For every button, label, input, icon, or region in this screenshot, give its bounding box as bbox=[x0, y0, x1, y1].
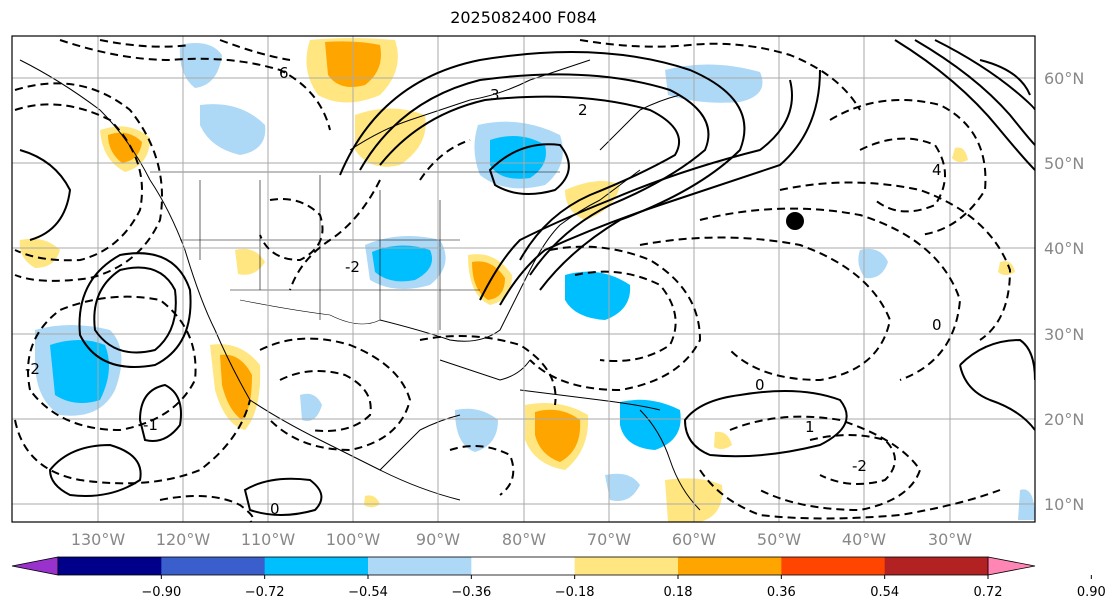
contour-label: -2 bbox=[345, 258, 360, 276]
colorbar-max-arrow bbox=[987, 556, 1036, 576]
lon-label: 90°W bbox=[416, 530, 460, 549]
contour-label: 0 bbox=[932, 316, 942, 334]
map-title: 2025082400 F084 bbox=[450, 8, 597, 27]
contour-labels: 6 3 2 4 0 -2 1 -1 0 0 -2 -2 bbox=[25, 64, 942, 518]
lon-label: 110°W bbox=[241, 530, 296, 549]
lon-label: 100°W bbox=[326, 530, 381, 549]
contour-label: -2 bbox=[25, 360, 40, 378]
map-layers: 6 3 2 4 0 -2 1 -1 0 0 -2 -2 bbox=[12, 36, 1035, 522]
colorbar-min-arrow bbox=[11, 556, 59, 576]
colorbar-segment bbox=[58, 557, 162, 575]
colorbar-frame bbox=[57, 556, 989, 576]
contour-label: 1 bbox=[805, 418, 815, 436]
colorbar-segment bbox=[884, 557, 989, 575]
latitude-labels: 60°N 50°N 40°N 30°N 20°N 10°N bbox=[1044, 69, 1084, 514]
longitude-labels: 130°W 120°W 110°W 100°W 90°W 80°W 70°W 6… bbox=[71, 530, 972, 549]
colorbar-tick-label: 0.90 bbox=[1077, 585, 1105, 600]
colorbar-segment bbox=[574, 557, 679, 575]
contour-label: 6 bbox=[279, 64, 289, 82]
colorbar-segment bbox=[264, 557, 369, 575]
lon-label: 40°W bbox=[842, 530, 886, 549]
colorbar-tick-label: 0.54 bbox=[870, 585, 899, 600]
lat-label: 30°N bbox=[1044, 325, 1084, 344]
negative-contours bbox=[14, 39, 1012, 522]
contour-label: -1 bbox=[143, 416, 158, 434]
lat-label: 20°N bbox=[1044, 410, 1084, 429]
lon-label: 60°W bbox=[672, 530, 716, 549]
colorbar-tick-label: −0.36 bbox=[451, 585, 491, 600]
contour-label: -2 bbox=[852, 457, 867, 475]
colorbar-segment bbox=[161, 557, 266, 575]
lon-label: 50°W bbox=[757, 530, 801, 549]
colorbar-tick-label: −0.18 bbox=[555, 585, 595, 600]
colorbar-tick-label: −0.72 bbox=[245, 585, 285, 600]
colorbar-tick-label: −0.90 bbox=[141, 585, 181, 600]
lat-label: 10°N bbox=[1044, 495, 1084, 514]
contour-label: 0 bbox=[755, 376, 765, 394]
colorbar-tick-label: −0.54 bbox=[348, 585, 388, 600]
lat-label: 50°N bbox=[1044, 154, 1084, 173]
colorbar-segment bbox=[678, 557, 782, 575]
colorbar-tick-label: 0.36 bbox=[767, 585, 796, 600]
storm-marker bbox=[786, 212, 804, 230]
lat-label: 60°N bbox=[1044, 69, 1084, 88]
colorbar-tick-label: 0.72 bbox=[974, 585, 1003, 600]
map-frame bbox=[11, 35, 1036, 523]
lon-label: 120°W bbox=[156, 530, 211, 549]
colorbar: −0.90 −0.72 −0.54 −0.36 −0.18 0.18 0.36 0.54 0.7… bbox=[11, 556, 1105, 600]
negative-anomaly-shading bbox=[35, 42, 1035, 520]
colorbar-segment bbox=[471, 557, 576, 575]
colorbar-segment bbox=[368, 557, 472, 575]
colorbar-tick-label: 0.18 bbox=[664, 585, 693, 600]
lon-label: 130°W bbox=[71, 530, 126, 549]
positive-contours bbox=[19, 39, 1035, 516]
lon-label: 80°W bbox=[502, 530, 546, 549]
contour-label: 0 bbox=[270, 500, 280, 518]
contour-label: 3 bbox=[490, 86, 500, 104]
contour-label: 4 bbox=[932, 161, 942, 179]
lat-label: 40°N bbox=[1044, 239, 1084, 258]
colorbar-segment bbox=[781, 557, 886, 575]
lon-label: 30°W bbox=[928, 530, 972, 549]
lon-label: 70°W bbox=[587, 530, 631, 549]
contour-label: 2 bbox=[578, 101, 588, 119]
